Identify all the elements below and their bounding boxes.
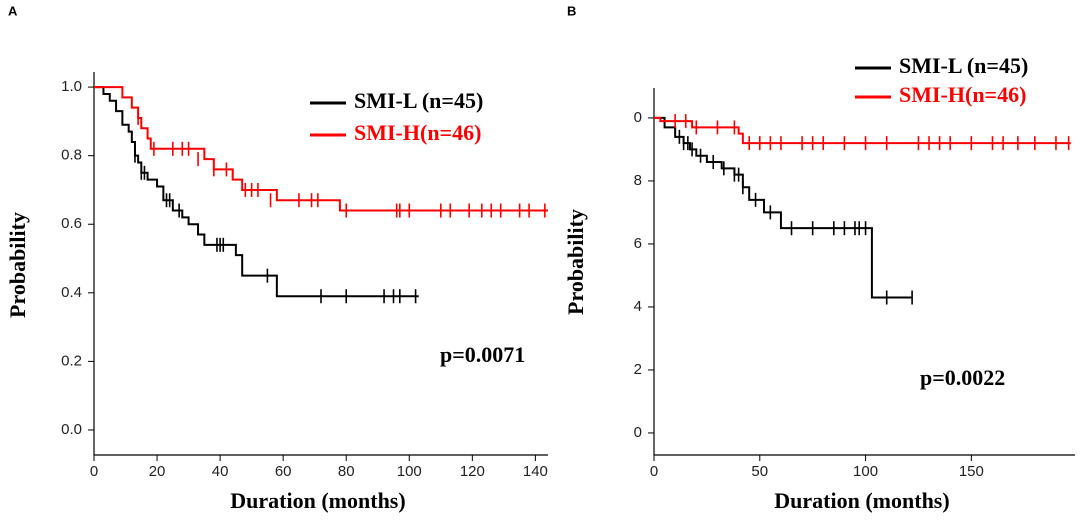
- y-tick-label: 0: [634, 424, 642, 441]
- survival-curve: [94, 86, 419, 298]
- legend-label: SMI-L (n=45): [354, 88, 483, 113]
- p-value: p=0.0071: [440, 342, 525, 367]
- x-tick-label: 150: [959, 463, 984, 480]
- x-tick-label: 60: [275, 463, 292, 480]
- panel-label: A: [8, 3, 18, 18]
- x-tick-label: 0: [90, 463, 98, 480]
- x-tick-label: 40: [212, 463, 229, 480]
- x-tick-label: 120: [460, 463, 485, 480]
- y-tick-label: 8: [634, 172, 642, 189]
- panel-label: B: [567, 3, 576, 18]
- x-tick-label: 140: [523, 463, 548, 480]
- legend-label: SMI-L (n=45): [899, 53, 1028, 78]
- y-tick-label: 6: [634, 235, 642, 252]
- x-tick-label: 0: [650, 463, 658, 480]
- survival-curve: [94, 86, 548, 212]
- y-tick-label: 0.6: [61, 215, 82, 232]
- y-tick-label: 4: [634, 298, 642, 315]
- y-tick-label: 0.4: [61, 284, 82, 301]
- y-tick-label: 0: [634, 109, 642, 126]
- x-tick-label: 20: [149, 463, 166, 480]
- x-tick-label: 80: [338, 463, 355, 480]
- x-tick-label: 50: [751, 463, 768, 480]
- survival-curve: [654, 116, 1071, 145]
- y-tick-label: 0.2: [61, 352, 82, 369]
- y-axis-label: Probability: [5, 212, 30, 318]
- x-axis-label: Duration (months): [774, 488, 949, 513]
- y-tick-label: 0.0: [61, 421, 82, 438]
- p-value: p=0.0022: [920, 365, 1005, 390]
- y-tick-label: 1.0: [61, 78, 82, 95]
- x-tick-label: 100: [397, 463, 422, 480]
- y-axis-label: Probability: [563, 209, 588, 315]
- x-axis-label: Duration (months): [230, 488, 405, 513]
- y-tick-label: 0.8: [61, 147, 82, 164]
- legend-label: SMI-H(n=46): [899, 82, 1026, 107]
- x-tick-label: 100: [853, 463, 878, 480]
- y-tick-label: 2: [634, 361, 642, 378]
- legend-label: SMI-H(n=46): [354, 120, 481, 145]
